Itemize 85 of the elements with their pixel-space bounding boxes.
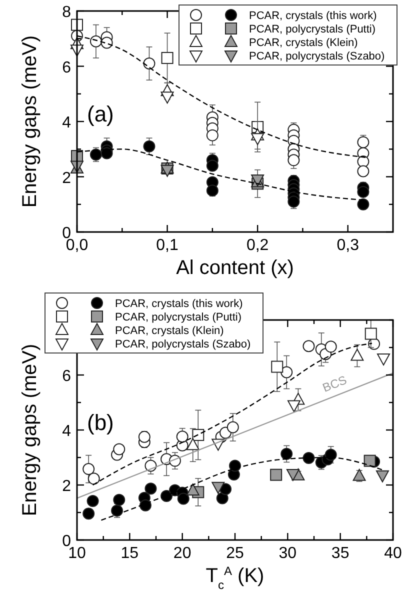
y-tick-label: 4 — [62, 423, 72, 440]
point — [377, 354, 390, 366]
point — [302, 340, 315, 352]
x-tick-label: 10 — [68, 545, 86, 562]
point — [357, 186, 370, 198]
point — [111, 504, 124, 517]
point — [229, 460, 241, 472]
point — [160, 92, 174, 104]
y-tick-label: 2 — [62, 170, 72, 187]
x-axis-title: Al content (x) — [176, 257, 294, 279]
point — [206, 129, 218, 142]
point — [350, 348, 364, 361]
point — [251, 133, 264, 146]
point — [271, 360, 284, 373]
legend-label: PCAR, polycrystals (Szabo) — [249, 50, 385, 62]
point — [364, 454, 376, 467]
y-tick-label: 8 — [62, 4, 72, 21]
point — [287, 400, 300, 412]
point — [144, 482, 157, 495]
point — [270, 468, 282, 481]
x-tick-label: 40 — [384, 545, 402, 562]
point — [286, 469, 300, 481]
legend-label: PCAR, polycrystals (Putti) — [249, 24, 376, 36]
x-axis-title: T$_{c}$$^{A}$ (K) — [206, 564, 264, 592]
y-tick-label: 2 — [62, 478, 72, 495]
point — [86, 494, 99, 507]
point — [364, 328, 377, 340]
point — [324, 448, 337, 461]
point — [226, 421, 239, 434]
point — [113, 443, 126, 456]
point — [139, 499, 152, 512]
point — [212, 482, 225, 494]
point — [280, 448, 293, 460]
point — [100, 147, 113, 160]
point — [302, 452, 315, 464]
y-tick-label: 6 — [62, 59, 72, 76]
legend-label: PCAR, crystals (Klein) — [115, 325, 224, 337]
legend-label: PCAR, crystals (this work) — [249, 10, 377, 22]
point — [113, 494, 126, 506]
point — [288, 154, 300, 166]
x-tick-label: 30 — [278, 545, 297, 562]
text: BCS — [320, 372, 349, 395]
legend-label: PCAR, crystals (this work) — [115, 298, 243, 310]
point — [280, 366, 293, 378]
point — [82, 508, 95, 520]
point — [376, 470, 389, 482]
legend-label: PCAR, polycrystals (Szabo) — [115, 338, 251, 350]
point — [176, 430, 188, 443]
point — [90, 148, 102, 161]
x-tick-label: 0,3 — [336, 237, 360, 254]
point — [324, 340, 337, 353]
annotation: (a) — [87, 102, 114, 126]
point — [186, 438, 200, 450]
y-tick-label: 6 — [62, 368, 72, 385]
legend-label: PCAR, crystals (Klein) — [249, 37, 358, 49]
annotation: (b) — [87, 410, 114, 435]
point — [206, 184, 218, 197]
point — [357, 136, 370, 148]
point — [90, 35, 102, 48]
point — [288, 196, 300, 208]
x-tick-label: 25 — [226, 545, 244, 562]
point — [143, 57, 156, 70]
point — [352, 468, 366, 481]
point — [82, 463, 95, 476]
y-axis-title: Energy gaps (meV) — [19, 35, 41, 208]
x-tick-label: 15 — [120, 545, 139, 562]
y-tick-label: 4 — [62, 114, 72, 132]
legend-label: PCAR, polycrystals (Putti) — [115, 312, 242, 324]
x-tick-label: 20 — [173, 545, 192, 562]
point — [88, 472, 100, 485]
point — [161, 52, 174, 64]
point — [177, 492, 190, 505]
point — [138, 430, 150, 443]
point — [206, 160, 218, 172]
point — [143, 140, 156, 152]
x-tick-label: 0,2 — [246, 237, 269, 254]
point — [100, 36, 113, 49]
point — [220, 483, 232, 496]
x-tick-label: 0,0 — [66, 237, 88, 254]
point — [357, 198, 370, 210]
point — [357, 165, 370, 178]
x-tick-label: 0,1 — [156, 237, 179, 254]
x-tick-label: 35 — [331, 545, 350, 562]
point — [186, 484, 200, 496]
y-axis-title: Energy gaps (meV) — [19, 344, 41, 516]
